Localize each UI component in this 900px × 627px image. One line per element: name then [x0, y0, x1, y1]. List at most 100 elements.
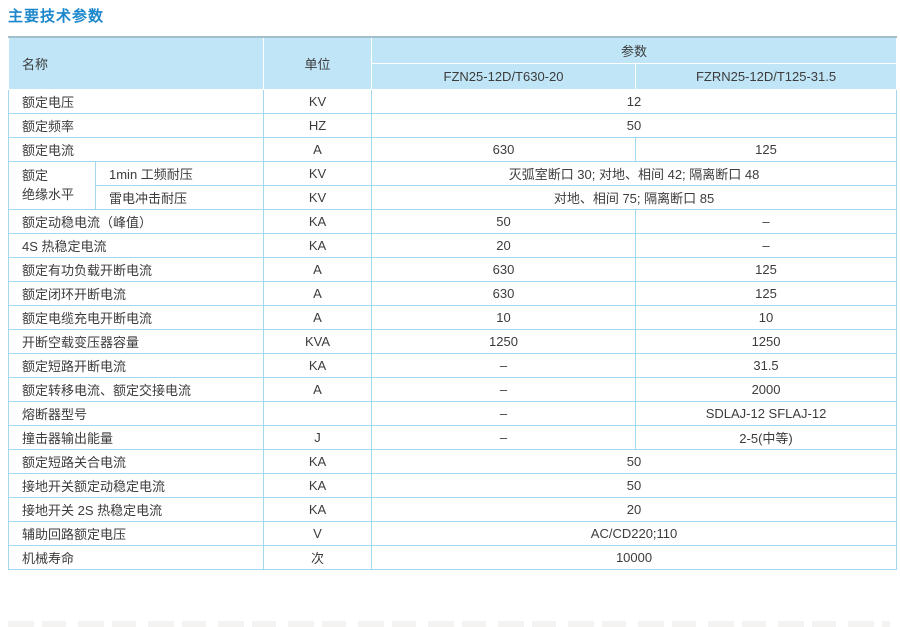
row-unit-cell: A	[263, 280, 373, 306]
row-name-cell: 额定短路关合电流	[7, 448, 265, 474]
table-row: 额定电压 KV 12	[7, 88, 898, 114]
row-unit-cell: KA	[263, 352, 373, 378]
row-value-b-cell: 31.5	[635, 352, 898, 378]
row-unit-cell: A	[263, 304, 373, 330]
row-value-cell: 50	[371, 112, 898, 138]
row-unit-cell	[263, 400, 373, 426]
row-name-cell: 额定电压	[7, 88, 265, 114]
row-name-cell: 开断空载变压器容量	[7, 328, 265, 354]
row-value-cell: 对地、相间 75; 隔离断口 85	[371, 184, 898, 210]
row-value-a-cell: 10	[371, 304, 637, 330]
table-row: 额定 绝缘水平 1min 工频耐压 KV 灭弧室断口 30; 对地、相间 42;…	[8, 160, 898, 210]
row-value-b-cell: 10	[635, 304, 898, 330]
row-unit-cell: KV	[263, 160, 373, 186]
row-value-a-cell: –	[371, 400, 637, 426]
row-name-cell: 辅助回路额定电压	[7, 520, 265, 546]
row-value-cell: 12	[371, 88, 898, 114]
row-value-a-cell: 1250	[371, 328, 637, 354]
row-unit-cell: V	[263, 520, 373, 546]
cropped-footnote-remnant	[8, 621, 890, 627]
table-row: 熔断器型号 – SDLAJ-12 SFLAJ-12	[7, 400, 898, 426]
header-model-b: FZRN25-12D/T125-31.5	[635, 62, 898, 90]
table-row: 额定电流 A 630 125	[7, 136, 898, 162]
row-name-cell: 额定有功负载开断电流	[7, 256, 265, 282]
row-value-b-cell: SDLAJ-12 SFLAJ-12	[635, 400, 898, 426]
table-row: 接地开关额定动稳定电流 KA 50	[7, 472, 898, 498]
page-title: 主要技术参数	[8, 8, 105, 25]
header-row-1: 名称 单位 参数	[7, 36, 898, 90]
table-row: 额定短路关合电流 KA 50	[7, 448, 898, 474]
row-subname-cell: 1min 工频耐压	[94, 160, 265, 186]
table-body: 额定电压 KV 12 额定频率 HZ 50 额定电流 A 630 125 额定 …	[7, 88, 898, 570]
row-value-b-cell: –	[635, 232, 898, 258]
row-unit-cell: KA	[263, 208, 373, 234]
table-row: 4S 热稳定电流 KA 20 –	[7, 232, 898, 258]
row-name-cell: 接地开关额定动稳定电流	[7, 472, 265, 498]
row-group-label-cell: 额定 绝缘水平	[8, 160, 96, 210]
row-value-cell: 20	[371, 496, 898, 522]
row-unit-cell: KVA	[263, 328, 373, 354]
row-name-cell: 熔断器型号	[7, 400, 265, 426]
row-unit-cell: KV	[263, 184, 373, 210]
row-name-cell: 额定电流	[7, 136, 265, 162]
table-row: 接地开关 2S 热稳定电流 KA 20	[7, 496, 898, 522]
row-value-cell: 50	[371, 448, 898, 474]
table-row: 辅助回路额定电压 V AC/CD220;110	[7, 520, 898, 546]
table-row: 额定转移电流、额定交接电流 A – 2000	[7, 376, 898, 402]
row-name-cell: 接地开关 2S 热稳定电流	[7, 496, 265, 522]
table-row: 开断空载变压器容量 KVA 1250 1250	[7, 328, 898, 354]
row-unit-cell: KA	[263, 496, 373, 522]
table-row: 额定闭环开断电流 A 630 125	[7, 280, 898, 306]
table-row: 额定频率 HZ 50	[7, 112, 898, 138]
row-unit-cell: KA	[263, 472, 373, 498]
row-unit-cell: 次	[263, 544, 373, 570]
row-value-b-cell: 125	[635, 256, 898, 282]
row-value-a-cell: 630	[371, 136, 637, 162]
row-value-a-cell: 630	[371, 280, 637, 306]
row-name-cell: 机械寿命	[7, 544, 265, 570]
row-value-cell: 灭弧室断口 30; 对地、相间 42; 隔离断口 48	[371, 160, 898, 186]
row-unit-cell: KA	[263, 232, 373, 258]
row-name-cell: 额定动稳电流（峰值）	[7, 208, 265, 234]
row-value-b-cell: 1250	[635, 328, 898, 354]
table-row: 撞击器输出能量 J – 2-5(中等)	[7, 424, 898, 450]
row-value-a-cell: 20	[371, 232, 637, 258]
row-unit-cell: J	[263, 424, 373, 450]
row-value-b-cell: 125	[635, 136, 898, 162]
row-value-cell: AC/CD220;110	[371, 520, 898, 546]
row-name-cell: 额定转移电流、额定交接电流	[7, 376, 265, 402]
row-value-a-cell: 630	[371, 256, 637, 282]
header-params: 参数	[371, 36, 898, 64]
row-unit-cell: A	[263, 136, 373, 162]
row-unit-cell: KA	[263, 448, 373, 474]
row-name-cell: 额定短路开断电流	[7, 352, 265, 378]
parameters-table: 名称 单位 参数 FZN25-12D/T630-20 FZRN25-12D/T1…	[7, 36, 898, 570]
row-value-a-cell: 50	[371, 208, 637, 234]
row-value-a-cell: –	[371, 424, 637, 450]
row-value-a-cell: –	[371, 376, 637, 402]
table-row: 额定有功负载开断电流 A 630 125	[7, 256, 898, 282]
header-name: 名称	[7, 36, 265, 90]
row-name-cell: 额定闭环开断电流	[7, 280, 265, 306]
row-name-cell: 额定电缆充电开断电流	[7, 304, 265, 330]
row-unit-cell: A	[263, 256, 373, 282]
table-row: 额定电缆充电开断电流 A 10 10	[7, 304, 898, 330]
row-value-cell: 50	[371, 472, 898, 498]
row-value-cell: 10000	[371, 544, 898, 570]
row-value-b-cell: 2000	[635, 376, 898, 402]
table-row: 额定短路开断电流 KA – 31.5	[7, 352, 898, 378]
row-name-cell: 额定频率	[7, 112, 265, 138]
table-row: 雷电冲击耐压 KV 对地、相间 75; 隔离断口 85	[9, 184, 898, 210]
table-header: 名称 单位 参数 FZN25-12D/T630-20 FZRN25-12D/T1…	[7, 36, 898, 90]
row-unit-cell: A	[263, 376, 373, 402]
row-value-b-cell: –	[635, 208, 898, 234]
row-unit-cell: HZ	[263, 112, 373, 138]
table-row: 机械寿命 次 10000	[7, 544, 898, 570]
table-row: 额定动稳电流（峰值） KA 50 –	[7, 208, 898, 234]
row-name-cell: 撞击器输出能量	[7, 424, 265, 450]
row-unit-cell: KV	[263, 88, 373, 114]
row-subname-cell: 雷电冲击耐压	[94, 184, 265, 210]
header-model-a: FZN25-12D/T630-20	[371, 62, 637, 90]
row-value-b-cell: 125	[635, 280, 898, 306]
row-value-b-cell: 2-5(中等)	[635, 424, 898, 450]
